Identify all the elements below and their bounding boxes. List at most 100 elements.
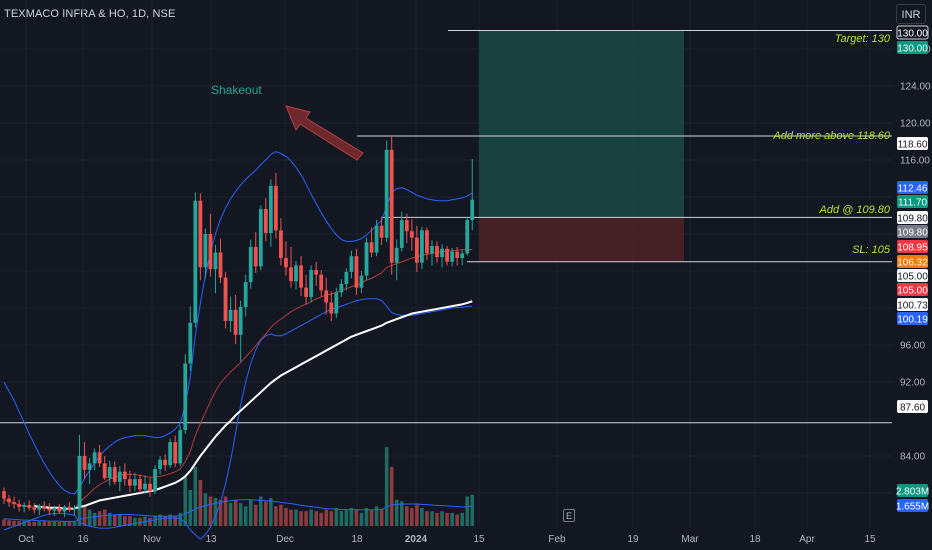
- candle-body: [168, 442, 173, 466]
- candle-body: [349, 256, 354, 272]
- volume-bar: [258, 496, 263, 526]
- volume-bar: [42, 521, 47, 526]
- candle-body: [17, 504, 22, 507]
- candle-body: [67, 506, 72, 510]
- shakeout-label: Shakeout: [211, 83, 262, 97]
- volume-bar: [52, 521, 57, 526]
- candle-body: [379, 225, 384, 238]
- price-tag: [897, 225, 928, 238]
- ma-slow-line: [34, 300, 473, 510]
- candle-body: [329, 302, 334, 314]
- candle-body: [228, 309, 233, 321]
- volume-bar: [218, 499, 223, 526]
- y-tick-label: 120.00: [900, 119, 931, 130]
- y-tick-label: 124.00: [900, 82, 931, 93]
- volume-bar: [223, 496, 228, 526]
- candle-body: [178, 430, 183, 464]
- volume-bar: [67, 521, 72, 526]
- candle-body: [117, 471, 122, 482]
- price-tag-label: 105.00: [897, 272, 928, 283]
- volume-bar: [183, 476, 188, 526]
- price-tag-label: 100.73: [897, 301, 928, 312]
- candle-body: [2, 491, 6, 499]
- volume-bar: [243, 506, 248, 526]
- earnings-badge[interactable]: E: [563, 509, 575, 522]
- candle-body: [97, 452, 102, 464]
- indicator-lines: [3, 151, 473, 540]
- price-tag: [897, 255, 928, 268]
- candle-body: [409, 231, 414, 238]
- volume-bar: [72, 521, 77, 526]
- candle-body: [153, 468, 157, 492]
- candle-body: [218, 252, 223, 278]
- volume-bar: [410, 507, 414, 526]
- x-tick-label: 19: [627, 534, 639, 545]
- volume-bar: [384, 447, 389, 526]
- candle-body: [263, 209, 268, 234]
- candle-body: [344, 271, 349, 284]
- price-tag-label: 118.60: [898, 140, 928, 151]
- y-tick-label: 116.00: [900, 156, 930, 167]
- candle-body: [404, 220, 409, 232]
- candle-body: [440, 248, 444, 258]
- candle-body: [450, 251, 455, 262]
- candle-body: [394, 247, 399, 263]
- volume-bar: [304, 511, 308, 526]
- candle-body: [425, 230, 429, 254]
- candle-body: [22, 505, 27, 507]
- candle-body: [299, 265, 303, 288]
- volume-bar: [389, 466, 394, 526]
- x-tick-label: Oct: [18, 534, 34, 545]
- volume-bar: [369, 509, 374, 526]
- candle-body: [198, 200, 203, 268]
- candle-body: [77, 456, 82, 508]
- shakeout-arrow: [285, 105, 364, 161]
- x-tick-label: 18: [351, 534, 363, 545]
- candle-body: [369, 242, 374, 253]
- volume-bar: [32, 521, 37, 526]
- candle-body: [374, 225, 379, 253]
- volume-bar: [233, 499, 238, 526]
- volume-bar: [47, 521, 52, 526]
- volume-bar: [57, 522, 62, 526]
- volume-bar: [208, 496, 213, 526]
- volume-bar: [123, 516, 127, 526]
- candle-body: [389, 149, 394, 263]
- volume-bar: [470, 494, 475, 526]
- price-tag-label: 106.32: [897, 258, 928, 269]
- volume-bar: [465, 496, 470, 526]
- volume-bar: [309, 509, 313, 526]
- candle-body: [319, 274, 324, 291]
- candle-body: [420, 230, 424, 263]
- volume-bar: [203, 493, 208, 526]
- x-tick-label: 15: [473, 534, 485, 545]
- price-tag: [897, 400, 928, 413]
- price-tag: [896, 25, 929, 40]
- candle-body: [138, 479, 142, 490]
- time-axis: Oct 16 Nov 13 Dec 18 2024 15 Feb 19 Mar 18 Apr 15: [18, 534, 876, 545]
- volume-bar: [17, 521, 21, 526]
- candle-body: [37, 505, 42, 510]
- volume-bar: [118, 514, 122, 526]
- volume-bar: [349, 507, 354, 526]
- volume-bar: [405, 506, 409, 526]
- arrow-icon: [285, 105, 364, 161]
- volume-bar: [7, 520, 11, 526]
- candle-body: [279, 230, 283, 259]
- price-tag: [897, 211, 928, 224]
- candle-body: [143, 483, 147, 490]
- volume-bar: [62, 521, 67, 526]
- volume-bar: [284, 507, 288, 526]
- currency-button[interactable]: INR: [896, 4, 926, 24]
- candle-body: [414, 237, 419, 263]
- price-tag-label: 111.70: [898, 198, 928, 209]
- bb-upper-line: [3, 151, 473, 495]
- candle-body: [193, 200, 198, 323]
- horizontal-lines: [0, 30, 892, 424]
- volume-bar: [148, 517, 152, 526]
- volume-bar: [269, 498, 273, 526]
- candle-body: [158, 459, 162, 469]
- volume-bar: [213, 498, 218, 526]
- volume-bar: [379, 509, 384, 526]
